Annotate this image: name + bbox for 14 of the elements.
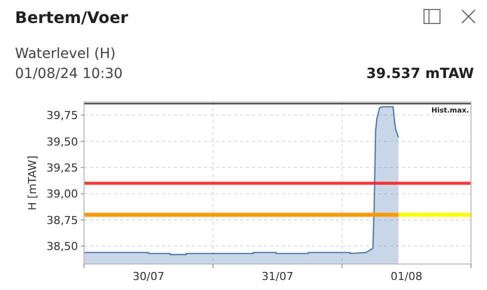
y-tick-label: 38,75 <box>46 214 78 227</box>
chart-subtitle: Waterlevel (H) <box>15 46 116 62</box>
y-tick-label: 39,00 <box>46 188 78 201</box>
text: 39.537 mTAW <box>366 66 474 82</box>
x-tick-label: 30/07 <box>132 270 164 283</box>
chart-title: Bertem/Voer <box>15 8 128 27</box>
text: 01/08/24 10:30 <box>15 66 123 82</box>
x-tick-label: 01/08 <box>390 270 422 283</box>
y-tick-label: 39,50 <box>46 135 78 148</box>
x-tick-label: 31/07 <box>262 270 294 283</box>
y-tick-label: 39,25 <box>46 162 78 175</box>
y-axis-title: H [mTAW] <box>26 156 39 210</box>
y-tick-label: 39,75 <box>46 109 78 122</box>
y-tick-label: 38,50 <box>46 240 78 254</box>
